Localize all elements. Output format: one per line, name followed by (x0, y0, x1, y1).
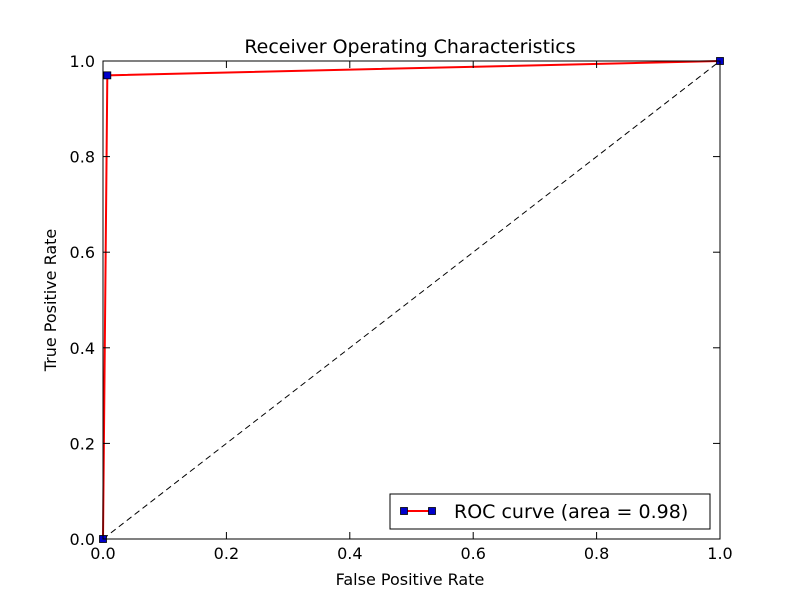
x-axis-label: False Positive Rate (336, 570, 485, 589)
x-tick-label: 0.6 (460, 544, 485, 563)
legend-marker-left (400, 507, 408, 515)
diagonal-reference-line (102, 60, 721, 540)
legend-marker-right (428, 507, 436, 515)
legend: ROC curve (area = 0.98) (389, 493, 711, 530)
y-tick-label: 0.8 (70, 148, 95, 167)
legend-box (389, 493, 711, 530)
y-axis-label: True Positive Rate (41, 229, 60, 373)
x-tick-label: 0.0 (90, 544, 115, 563)
chart-title: Receiver Operating Characteristics (244, 36, 575, 58)
y-tick-label: 0.4 (70, 339, 95, 358)
y-tick-label: 0.0 (70, 530, 95, 549)
y-tick-label: 0.2 (70, 434, 95, 453)
plot-frame (102, 60, 721, 540)
x-tick-label: 0.8 (584, 544, 609, 563)
x-tick-label: 1.0 (707, 544, 732, 563)
x-tick-label: 0.4 (337, 544, 362, 563)
y-tick-label: 0.6 (70, 243, 95, 262)
legend-label: ROC curve (area = 0.98) (454, 501, 688, 523)
roc-point-marker (103, 71, 112, 80)
y-tick-label: 1.0 (70, 52, 95, 71)
x-tick-label: 0.2 (214, 544, 239, 563)
